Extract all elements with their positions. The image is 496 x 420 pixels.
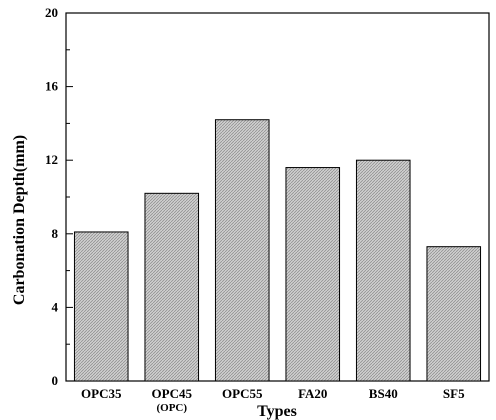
- plot-area: [65, 12, 490, 382]
- bar-bs40: [355, 159, 411, 382]
- y-tick-label: 4: [52, 299, 59, 314]
- x-tick-label: FA20: [298, 386, 327, 401]
- bar-opc45: [144, 192, 200, 382]
- x-tick-label: OPC35: [81, 386, 122, 401]
- y-tick-label: 0: [52, 373, 59, 388]
- x-tick-label: OPC55: [222, 386, 263, 401]
- x-tick-label: OPC45: [152, 386, 193, 401]
- bar-sf5: [426, 246, 482, 382]
- y-axis-ticks: 0 4 8 12 16 20: [45, 5, 73, 388]
- x-tick-sublabel: (OPC): [156, 402, 187, 414]
- bar-fa20: [285, 167, 341, 382]
- bar-opc55: [214, 119, 270, 382]
- y-tick-label: 16: [45, 79, 59, 94]
- y-tick-label: 20: [45, 5, 58, 20]
- y-axis-title: Carbonation Depth(mm): [11, 135, 28, 305]
- y-tick-label: 8: [52, 226, 59, 241]
- x-tick-label: SF5: [443, 386, 465, 401]
- bar-opc35: [73, 231, 129, 382]
- x-axis-tick-labels: OPC35 OPC45(OPC) OPC55 FA20 BS40 SF5: [81, 386, 465, 414]
- x-axis-title: Types: [257, 403, 297, 420]
- bars: [73, 119, 482, 382]
- plot-frame: [65, 12, 490, 382]
- y-tick-label: 12: [45, 152, 58, 167]
- x-tick-label: BS40: [369, 386, 398, 401]
